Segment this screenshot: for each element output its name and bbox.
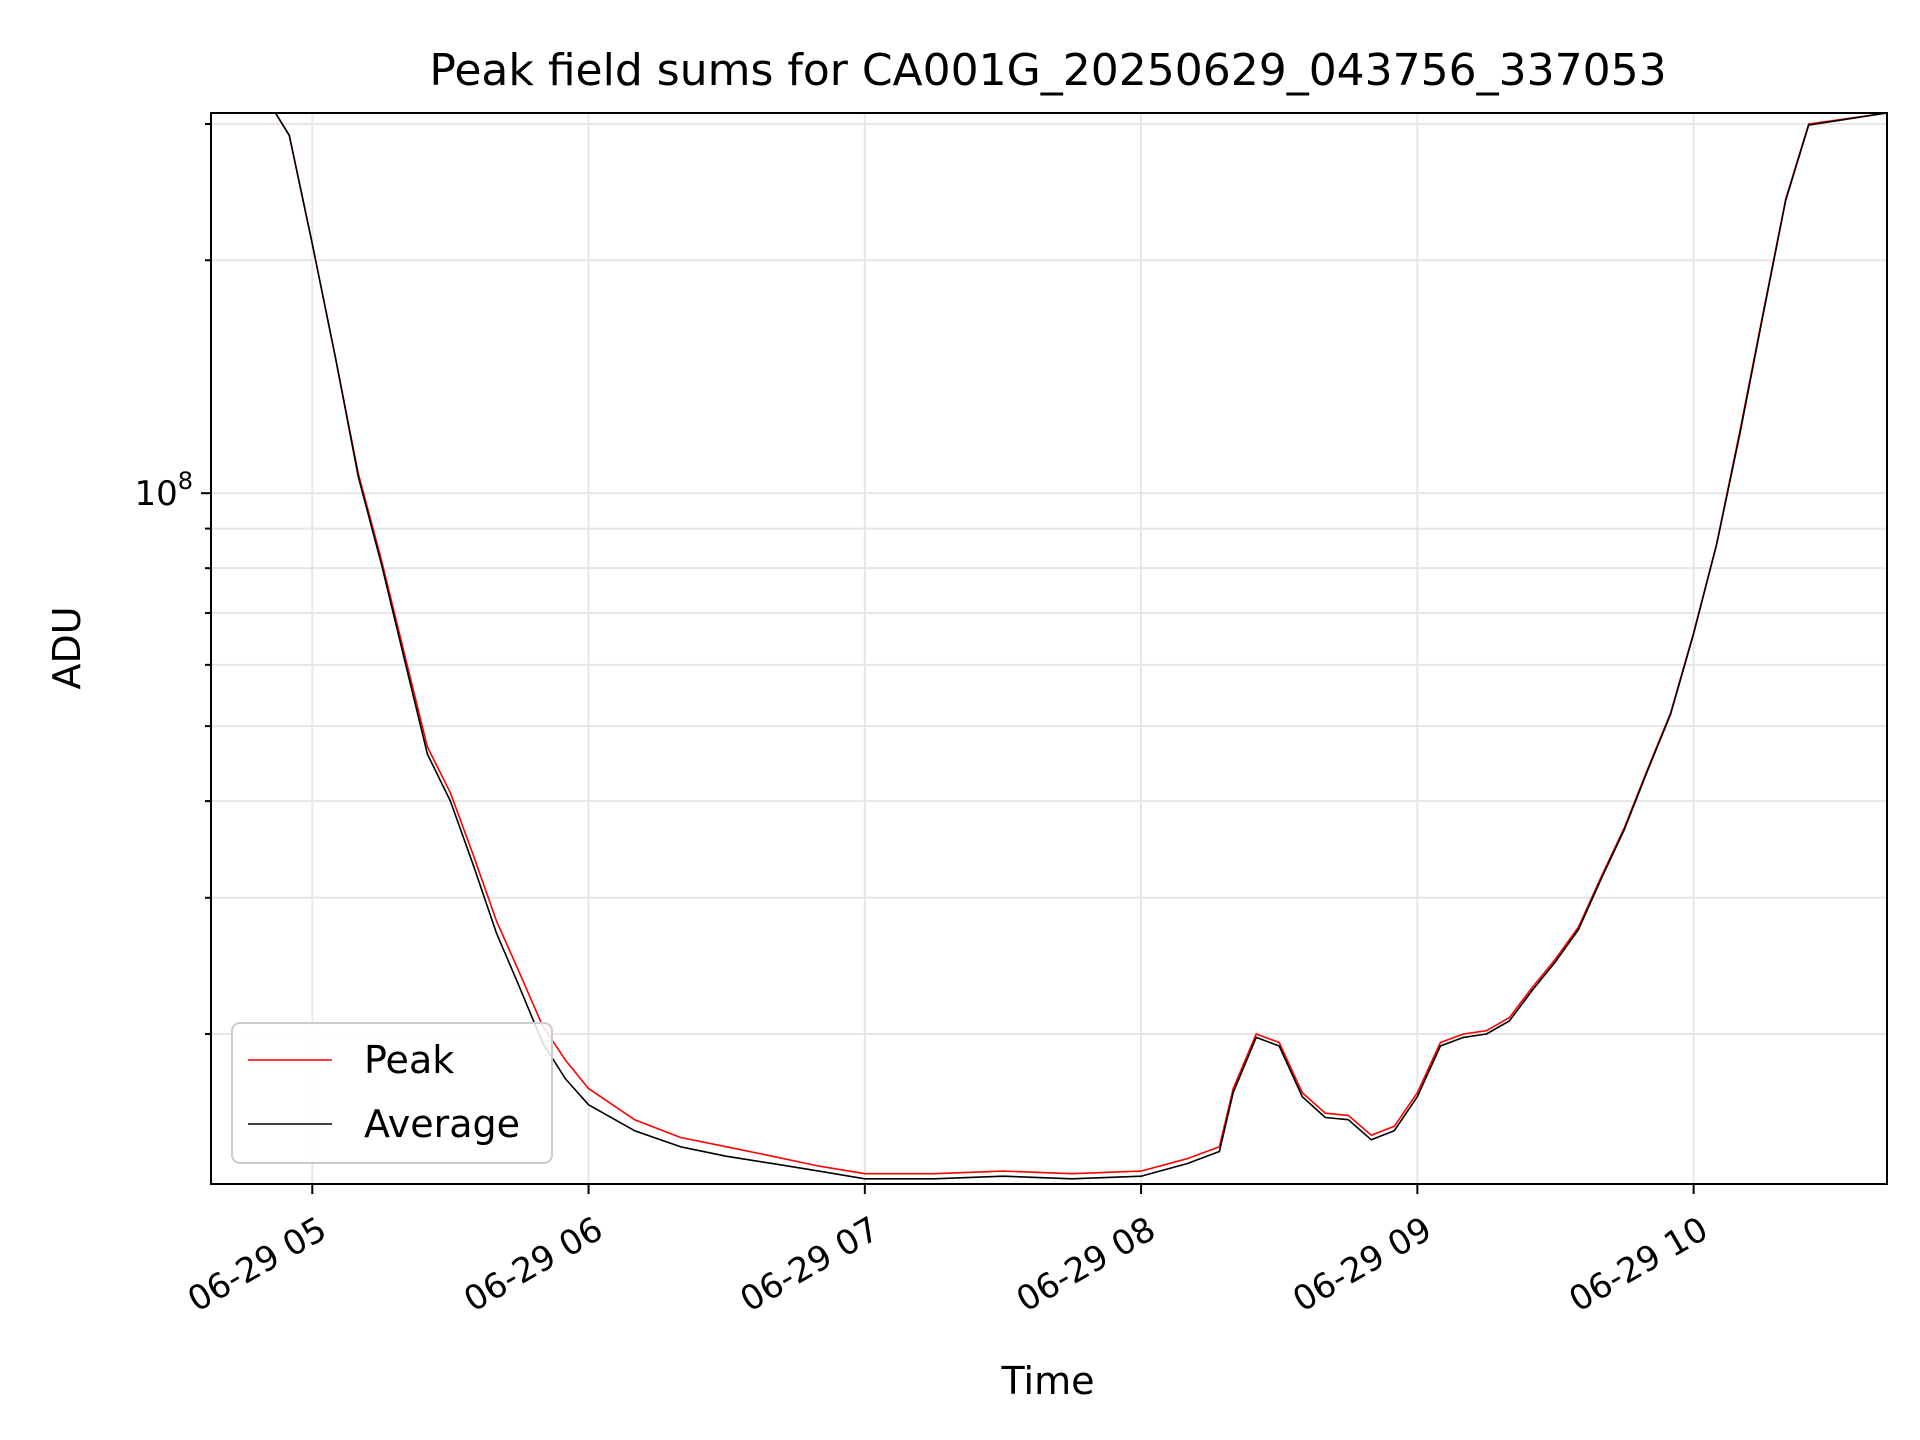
y-axis: 108 <box>134 123 211 1036</box>
y-tick-label: 108 <box>134 467 193 514</box>
x-tick-label: 06-29 05 <box>181 1209 333 1320</box>
x-tick-label: 06-29 08 <box>1010 1209 1162 1320</box>
y-axis-label: ADU <box>45 606 89 689</box>
chart-title: Peak field sums for CA001G_20250629_0437… <box>429 45 1666 96</box>
series-layer <box>211 113 1887 1180</box>
legend-peak-label: Peak <box>364 1038 454 1082</box>
grid <box>211 113 1887 1184</box>
x-axis-label: Time <box>1001 1359 1095 1403</box>
legend-box <box>231 1022 553 1164</box>
x-tick-label: 06-29 06 <box>457 1209 609 1320</box>
legend: Peak Average <box>231 1022 553 1164</box>
series-line-peak <box>211 113 1887 1175</box>
x-tick-label: 06-29 09 <box>1286 1209 1438 1320</box>
series-line-average <box>211 113 1887 1180</box>
x-tick-label: 06-29 07 <box>734 1209 886 1320</box>
x-axis: 06-29 05 06-29 06 06-29 07 06-29 08 06-29 09… <box>181 1184 1715 1320</box>
legend-average-label: Average <box>364 1102 520 1146</box>
x-tick-label: 06-29 10 <box>1562 1209 1714 1320</box>
plot-frame <box>210 112 1888 1185</box>
